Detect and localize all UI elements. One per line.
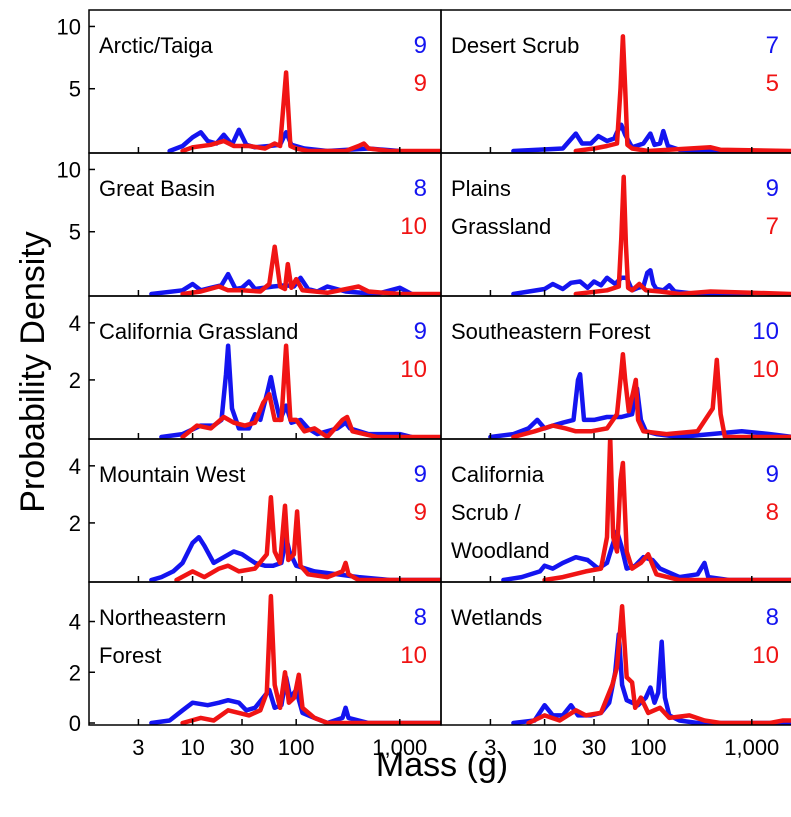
california-scrub-woodland-red-density-line [542, 439, 791, 582]
desert-scrub-blue-count: 7 [766, 32, 779, 59]
great-basin-y-tick-label: 5 [69, 220, 81, 245]
arctic-taiga-y-tick-label: 10 [57, 14, 81, 39]
arctic-taiga-red-count: 9 [414, 70, 427, 97]
great-basin-frame [88, 152, 442, 297]
arctic-taiga-frame [88, 9, 442, 154]
california-scrub-woodland-title-line-1: California [451, 462, 545, 487]
x-tick-label-left: 30 [230, 735, 254, 760]
mountain-west-red-count: 9 [414, 499, 427, 526]
northeastern-forest-title-line-1: Northeastern [99, 605, 226, 630]
southeastern-forest-title: Southeastern Forest [451, 319, 650, 344]
plains-grassland-title-line-1: Plains [451, 176, 511, 201]
x-tick-label-right: 3 [484, 735, 496, 760]
mountain-west-blue-density-line [149, 534, 441, 582]
arctic-taiga-title: Arctic/Taiga [99, 33, 213, 58]
mountain-west-blue-count: 9 [414, 461, 427, 488]
great-basin-blue-count: 8 [414, 175, 427, 202]
california-scrub-woodland-blue-count: 9 [766, 461, 779, 488]
panel-california-grassland: 2 4 California Grassland 9 10 [69, 295, 442, 440]
northeastern-forest-red-count: 10 [400, 642, 427, 669]
california-scrub-woodland-red-count: 8 [766, 499, 779, 526]
northeastern-forest-blue-density-line [149, 675, 441, 725]
x-tick-label-right: 10 [532, 735, 556, 760]
wetlands-red-density-line [526, 604, 791, 725]
california-scrub-woodland-title-line-2: Scrub / [451, 500, 522, 525]
panel-mountain-west: 2 4 Mountain West 9 9 [69, 438, 442, 583]
plains-grassland-blue-count: 9 [766, 175, 779, 202]
plains-grassland-red-count: 7 [766, 213, 779, 240]
great-basin-red-count: 10 [400, 213, 427, 240]
desert-scrub-title: Desert Scrub [451, 33, 579, 58]
northeastern-forest-y-tick-label: 2 [69, 660, 81, 685]
great-basin-title: Great Basin [99, 176, 215, 201]
panel-desert-scrub: Desert Scrub 7 5 [440, 9, 791, 154]
wetlands-frame [440, 581, 791, 726]
mountain-west-frame [88, 438, 442, 583]
northeastern-forest-blue-count: 8 [414, 604, 427, 631]
arctic-taiga-blue-count: 9 [414, 32, 427, 59]
x-tick-label-left: 3 [132, 735, 144, 760]
california-grassland-blue-density-line [159, 343, 414, 439]
california-grassland-title: California Grassland [99, 319, 298, 344]
great-basin-red-density-line [180, 244, 441, 296]
wetlands-red-count: 10 [752, 642, 779, 669]
california-scrub-woodland-title-line-3: Woodland [451, 538, 550, 563]
panel-southeastern-forest: Southeastern Forest 10 10 [440, 295, 791, 440]
southeastern-forest-red-count: 10 [752, 356, 779, 383]
x-tick-label-left: 10 [180, 735, 204, 760]
plains-grassland-red-density-line [573, 174, 791, 296]
california-grassland-blue-count: 9 [414, 318, 427, 345]
mountain-west-y-tick-label: 2 [69, 511, 81, 536]
southeastern-forest-red-density-line [511, 351, 791, 439]
arctic-taiga-red-density-line [180, 70, 441, 153]
panel-arctic-taiga: 5 10 Arctic/Taiga 9 9 [57, 9, 442, 154]
mountain-west-y-tick-label: 4 [69, 454, 81, 479]
desert-scrub-red-count: 5 [766, 70, 779, 97]
x-tick-label-right: 30 [582, 735, 606, 760]
plains-grassland-title-line-2: Grassland [451, 214, 551, 239]
great-basin-y-tick-label: 10 [57, 157, 81, 182]
northeastern-forest-y-tick-label: 0 [69, 711, 81, 736]
wetlands-title: Wetlands [451, 605, 542, 630]
northeastern-forest-y-tick-label: 4 [69, 610, 81, 635]
panel-california-scrub-woodland: California Scrub / Woodland 9 8 [440, 438, 791, 583]
panel-great-basin: 5 10 Great Basin 8 10 [57, 152, 442, 297]
x-tick-label-right: 100 [630, 735, 667, 760]
panel-northeastern-forest: 0 2 4 Northeastern Forest 8 10 [69, 581, 442, 736]
wetlands-blue-density-line [511, 631, 791, 725]
california-grassland-y-tick-label: 2 [69, 368, 81, 393]
mountain-west-title: Mountain West [99, 462, 245, 487]
desert-scrub-red-density-line [573, 34, 791, 153]
california-grassland-frame [88, 295, 442, 440]
x-tick-label-right: 1,000 [724, 735, 779, 760]
x-tick-labels: 3 10 30 100 1,000 3 10 30 100 1,000 [132, 735, 779, 760]
x-axis-label: Mass (g) [376, 746, 508, 784]
arctic-taiga-y-tick-label: 5 [69, 77, 81, 102]
wetlands-blue-count: 8 [766, 604, 779, 631]
california-grassland-y-tick-label: 4 [69, 311, 81, 336]
southeastern-forest-blue-count: 10 [752, 318, 779, 345]
panel-plains-grassland: Plains Grassland 9 7 [440, 152, 791, 297]
panels: 5 10 Arctic/Taiga 9 9 Desert Scrub 7 5 5 10 Great … [57, 9, 791, 736]
california-grassland-red-density-line [180, 343, 441, 439]
california-grassland-red-count: 10 [400, 356, 427, 383]
northeastern-forest-red-density-line [180, 593, 441, 725]
mountain-west-red-density-line [174, 494, 441, 582]
x-tick-label-left: 1,000 [372, 735, 427, 760]
panel-wetlands: Wetlands 8 10 [440, 581, 791, 726]
x-tick-label-left: 100 [278, 735, 315, 760]
y-axis-label: Probability Density [14, 231, 52, 513]
northeastern-forest-title-line-2: Forest [99, 643, 161, 668]
